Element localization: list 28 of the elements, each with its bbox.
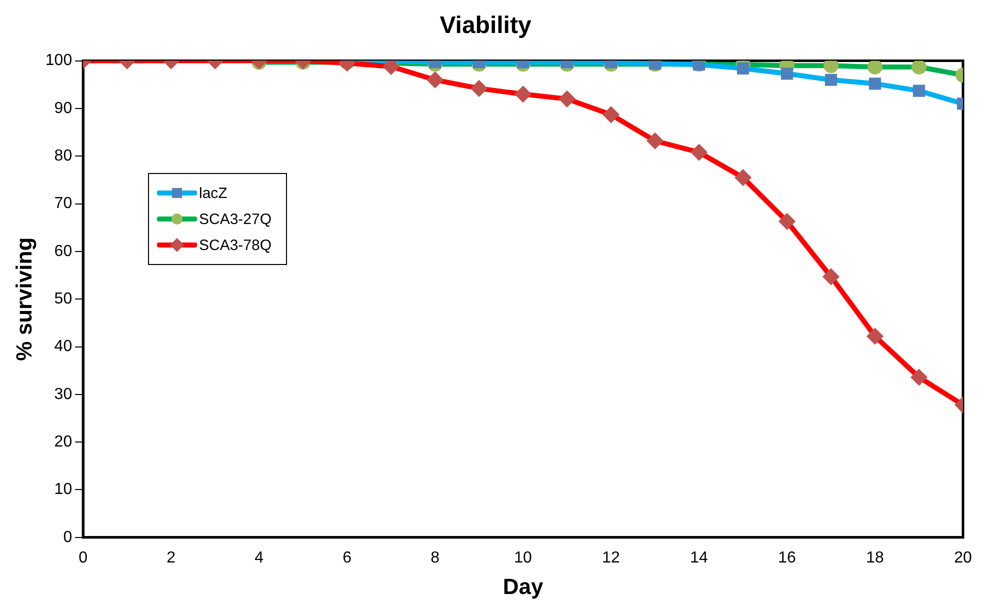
y-tick-label: 10: [54, 481, 72, 498]
x-tick-label: 6: [342, 549, 352, 566]
y-tick-label: 60: [54, 242, 72, 260]
x-tick-label: 16: [778, 549, 796, 566]
y-tick-label: 20: [54, 433, 72, 450]
y-tick-label: 0: [63, 528, 72, 546]
chart-title: Viability: [440, 12, 532, 40]
x-tick-label: 20: [954, 549, 972, 566]
x-tick-label: 12: [602, 549, 620, 566]
y-tick-label: 70: [54, 195, 72, 212]
x-axis-title: Day: [502, 574, 544, 599]
x-tick-label: 4: [254, 549, 264, 566]
y-tick-label: 40: [54, 338, 72, 356]
x-tick-label: 0: [78, 549, 88, 566]
x-tick-label: 18: [866, 549, 884, 566]
y-tick-label: 50: [54, 290, 72, 308]
x-tick-label: 10: [514, 549, 532, 566]
legend-label: SCA3-78Q: [199, 236, 272, 254]
legend-label: SCA3-27Q: [199, 210, 272, 228]
y-tick-label: 80: [54, 148, 72, 165]
legend-label: lacZ: [199, 184, 228, 202]
y-tick-label: 30: [54, 386, 72, 403]
y-axis-title: % surviving: [11, 237, 36, 361]
x-tick-label: 8: [430, 549, 440, 566]
y-tick-label: 90: [54, 100, 72, 117]
x-tick-label: 14: [690, 549, 708, 566]
y-tick-label: 100: [45, 52, 72, 70]
x-tick-label: 2: [166, 549, 176, 566]
